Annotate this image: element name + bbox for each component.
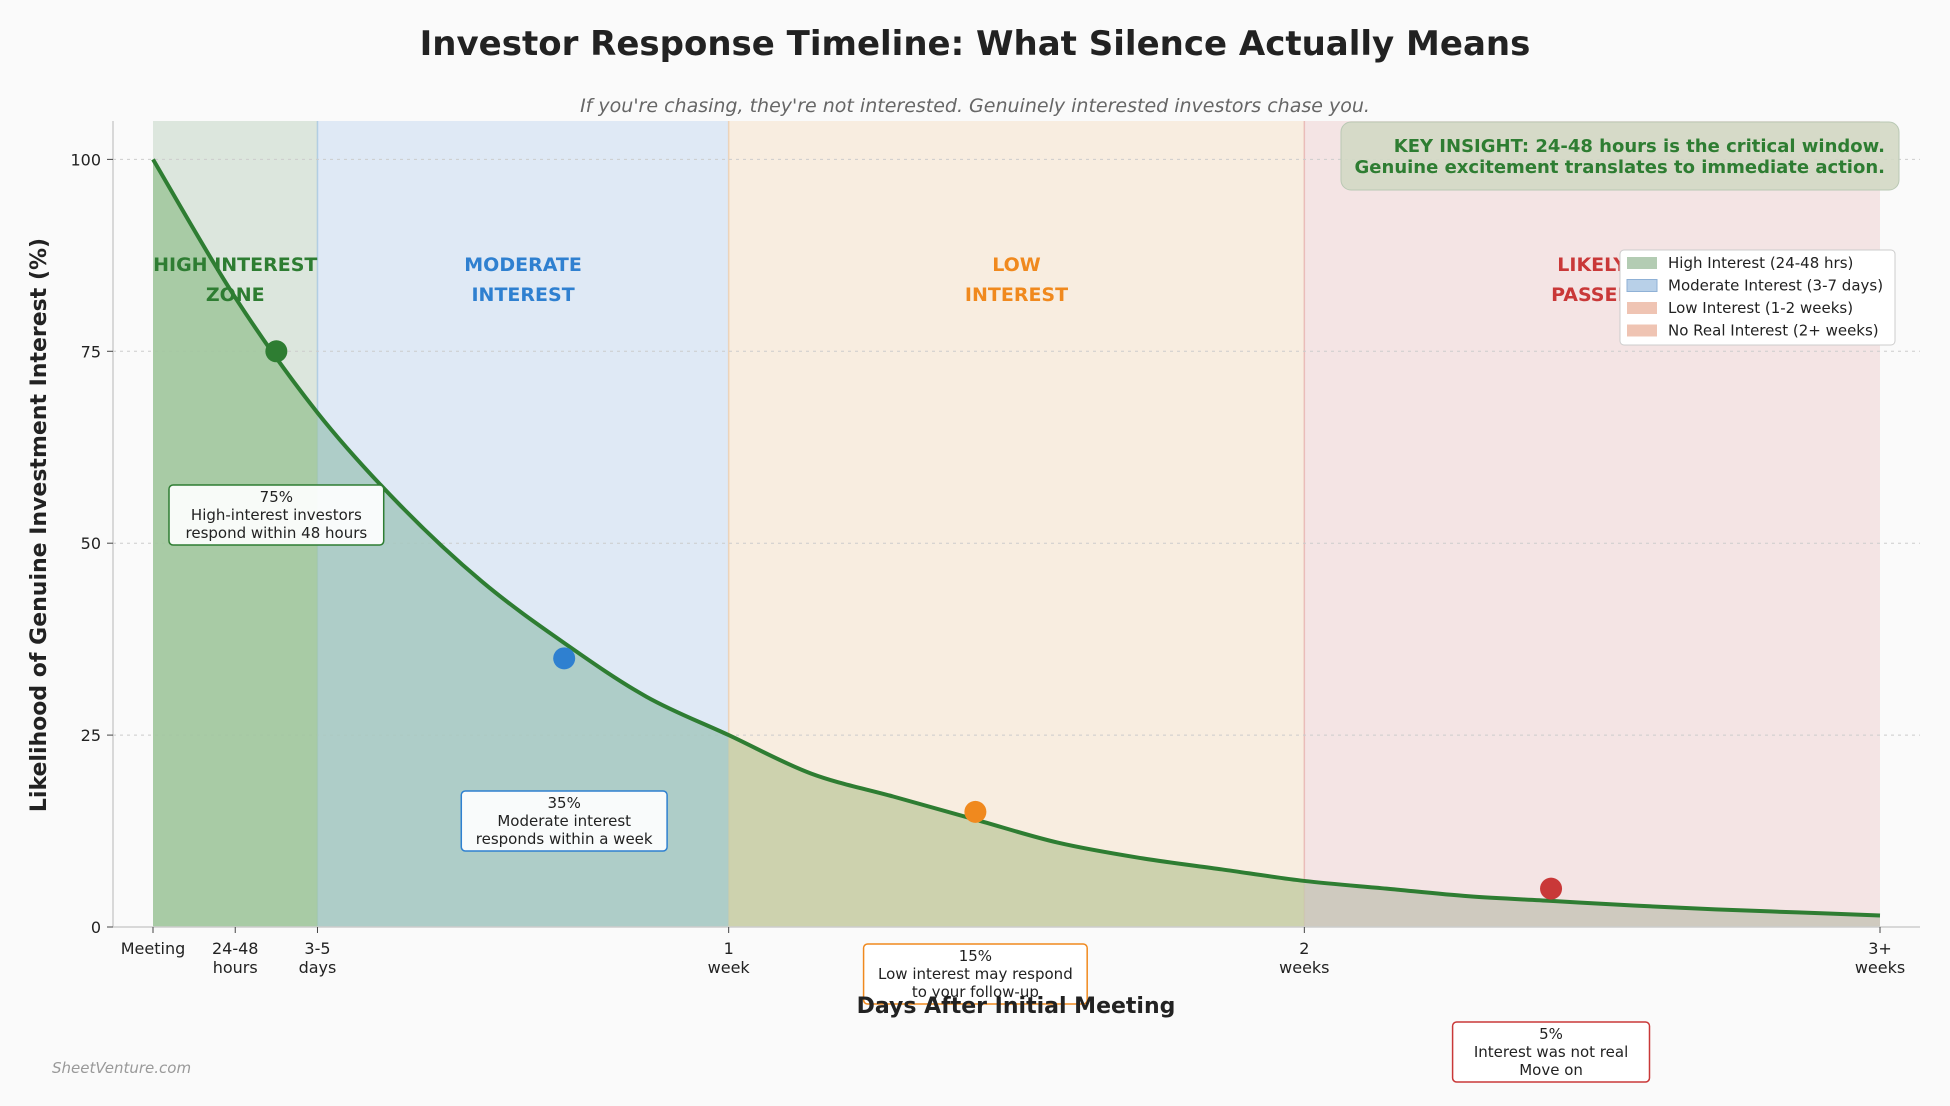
key-insight-box	[1340, 121, 1900, 191]
zone-label-3: LIKELY PASSED	[1551, 254, 1633, 306]
annotation-text-2: 15% Low interest may respond to your follo…	[878, 947, 1073, 1001]
x-tick-label: 1 week	[708, 939, 751, 977]
annotation-box-1	[460, 790, 668, 852]
data-point-1	[553, 647, 576, 670]
data-point-3	[1540, 877, 1563, 900]
y-tick-label: 0	[91, 918, 101, 937]
legend-entry-2: Low Interest (1-2 weeks)	[1668, 299, 1853, 317]
data-point-2	[964, 800, 987, 823]
chart-title: Investor Response Timeline: What Silence…	[420, 24, 1531, 64]
plot-area: 0 25 50 75 100 Meeting 24-48 hours 3-5 days 1 week 2…	[70, 121, 1920, 1083]
zone-band-3	[1304, 121, 1880, 927]
x-tick-label: 3+ weeks	[1855, 939, 1905, 977]
zone-label-0: HIGH INTEREST ZONE	[153, 254, 317, 306]
legend-swatch-0	[1627, 257, 1657, 269]
annotation-box-3	[1451, 1021, 1651, 1083]
y-tick-label: 25	[81, 726, 101, 745]
zone-label-1: MODERATE INTEREST	[464, 254, 582, 306]
x-tick-label: 2 weeks	[1279, 939, 1329, 977]
zone-label-2: LOW INTEREST	[965, 254, 1068, 306]
legend-box	[1619, 249, 1896, 346]
y-tick-label: 100	[70, 150, 101, 169]
x-tick-label: 3-5 days	[299, 939, 337, 977]
data-point-0	[265, 340, 288, 363]
watermark: SheetVenture.com	[52, 1059, 191, 1077]
annotation-text-0: 75% High-interest investors respond within…	[186, 488, 368, 542]
x-tick-label: Meeting	[121, 939, 186, 958]
legend-swatch-3	[1627, 324, 1657, 337]
legend-entry-1: Moderate Interest (3-7 days)	[1668, 277, 1883, 295]
legend-swatch-1	[1626, 279, 1658, 292]
key-insight-text: KEY INSIGHT: 24-48 hours is the critical…	[1355, 136, 1885, 178]
annotation-text-3: 5% Interest was not real Move on	[1474, 1025, 1628, 1079]
legend-swatch-2	[1627, 302, 1657, 314]
x-tick-label: 24-48 hours	[212, 939, 259, 977]
legend-entry-0: High Interest (24-48 hrs)	[1668, 254, 1853, 272]
y-tick-label: 75	[81, 342, 101, 361]
annotation-box-2	[862, 943, 1088, 1005]
chart-subtitle: If you're chasing, they're not intereste…	[580, 95, 1370, 117]
annotation-box-0	[168, 484, 385, 546]
legend-entry-3: No Real Interest (2+ weeks)	[1668, 322, 1879, 340]
y-tick-label: 50	[81, 534, 101, 553]
annotation-text-1: 35% Moderate interest responds within a we…	[476, 794, 653, 848]
x-axis-label: Days After Initial Meeting	[857, 994, 1176, 1019]
y-axis-label: Likelihood of Genuine Investment Interes…	[27, 238, 52, 812]
area-fill-zone-2	[728, 735, 1305, 927]
